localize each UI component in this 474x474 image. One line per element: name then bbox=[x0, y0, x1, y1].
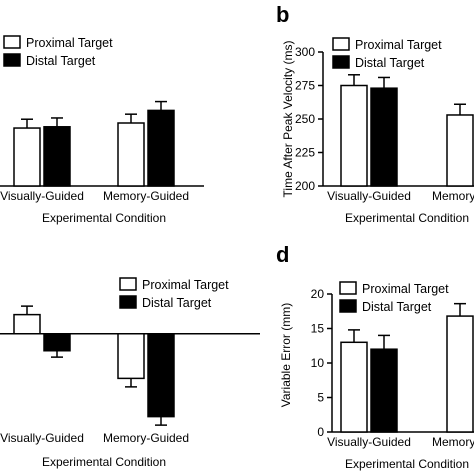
legend-label: Proximal Target bbox=[362, 282, 449, 296]
bar-distal bbox=[147, 109, 175, 187]
panel-label: d bbox=[276, 242, 289, 267]
legend-label: Proximal Target bbox=[355, 38, 442, 52]
y-tick-label: 10 bbox=[311, 356, 325, 370]
bar-proximal bbox=[446, 315, 474, 433]
legend-swatch bbox=[339, 299, 357, 313]
x-category-label: Memory-Guided bbox=[103, 189, 189, 203]
x-axis-title: Experimental Condition bbox=[345, 211, 469, 225]
x-axis-title: Experimental Condition bbox=[345, 457, 469, 471]
legend-label: Proximal Target bbox=[26, 36, 113, 50]
bar-distal bbox=[147, 333, 175, 418]
y-tick-label: 225 bbox=[295, 146, 315, 160]
legend-swatch bbox=[3, 53, 21, 67]
y-tick-label: 0 bbox=[317, 425, 324, 439]
x-category-label: Memory-Guided bbox=[103, 431, 189, 445]
bar-proximal bbox=[117, 122, 145, 187]
x-category-label: Visually-Guided bbox=[0, 431, 84, 445]
y-tick-label: 15 bbox=[311, 322, 325, 336]
bar-proximal bbox=[446, 114, 474, 187]
y-tick-label: 5 bbox=[317, 391, 324, 405]
legend-swatch bbox=[332, 55, 350, 69]
bar-distal bbox=[43, 126, 71, 187]
panel-d: 0 5 10 15 20 Visually-Guided Memory-Guided Expe… bbox=[276, 242, 474, 471]
x-category-label: Memory-Guided bbox=[432, 435, 474, 449]
bar-proximal bbox=[13, 127, 41, 187]
y-tick-label: 200 bbox=[295, 179, 315, 193]
y-tick-label: 300 bbox=[295, 45, 315, 59]
legend-swatch bbox=[332, 37, 350, 51]
x-category-label: Visually-Guided bbox=[0, 189, 84, 203]
bar-proximal bbox=[117, 333, 145, 380]
panel-label: b bbox=[276, 2, 289, 27]
legend-swatch bbox=[339, 281, 357, 295]
x-category-label: Visually-Guided bbox=[327, 435, 411, 449]
bar-distal bbox=[370, 87, 398, 187]
y-tick-label: 275 bbox=[295, 79, 315, 93]
y-tick-label: 20 bbox=[311, 287, 325, 301]
panel-top-left: Visually-Guided Memory-Guided Experimental… bbox=[0, 35, 204, 225]
x-category-label: Memory-Guided bbox=[432, 189, 474, 203]
legend-label: Proximal Target bbox=[142, 278, 229, 292]
legend-swatch bbox=[3, 35, 21, 49]
legend-label: Distal Target bbox=[362, 300, 432, 314]
panel-bottom-left: Visually-Guided Memory-Guided Experimental… bbox=[0, 277, 260, 469]
legend-swatch bbox=[119, 295, 137, 309]
legend-label: Distal Target bbox=[355, 56, 425, 70]
x-axis-title: Experimental Condition bbox=[42, 455, 166, 469]
x-axis-title: Experimental Condition bbox=[42, 211, 166, 225]
legend-label: Distal Target bbox=[142, 296, 212, 310]
panel-b: 200 225 250 275 300 Visually-Guided Memory-Gui… bbox=[276, 2, 474, 225]
legend-label: Distal Target bbox=[26, 54, 96, 68]
y-axis-title: Time After Peak Velocity (ms) bbox=[281, 41, 295, 198]
bar-distal bbox=[43, 333, 71, 352]
bar-proximal bbox=[340, 84, 368, 187]
bar-distal bbox=[370, 348, 398, 433]
y-axis-title: Variable Error (mm) bbox=[279, 303, 293, 407]
y-tick-label: 250 bbox=[295, 112, 315, 126]
bar-proximal bbox=[13, 313, 41, 335]
bar-proximal bbox=[340, 341, 368, 433]
x-category-label: Visually-Guided bbox=[327, 189, 411, 203]
legend-swatch bbox=[119, 277, 137, 291]
